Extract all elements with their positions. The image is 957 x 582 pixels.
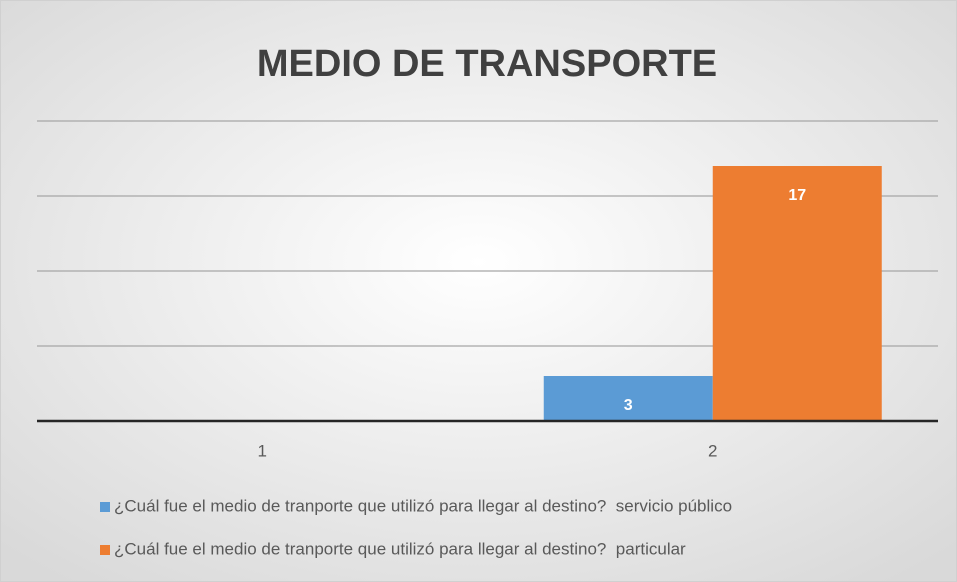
legend-label: ¿Cuál fue el medio de tranporte que util… xyxy=(114,539,686,558)
x-tick-label: 2 xyxy=(708,441,717,460)
x-tick-label: 1 xyxy=(258,441,267,460)
data-label: 17 xyxy=(788,187,806,204)
bar xyxy=(712,166,882,421)
bar xyxy=(543,376,713,421)
data-label: 3 xyxy=(624,397,633,414)
legend-marker xyxy=(100,545,110,555)
chart-title: MEDIO DE TRANSPORTE xyxy=(257,43,717,85)
legend-label: ¿Cuál fue el medio de tranporte que util… xyxy=(114,496,732,515)
legend-marker xyxy=(100,502,110,512)
